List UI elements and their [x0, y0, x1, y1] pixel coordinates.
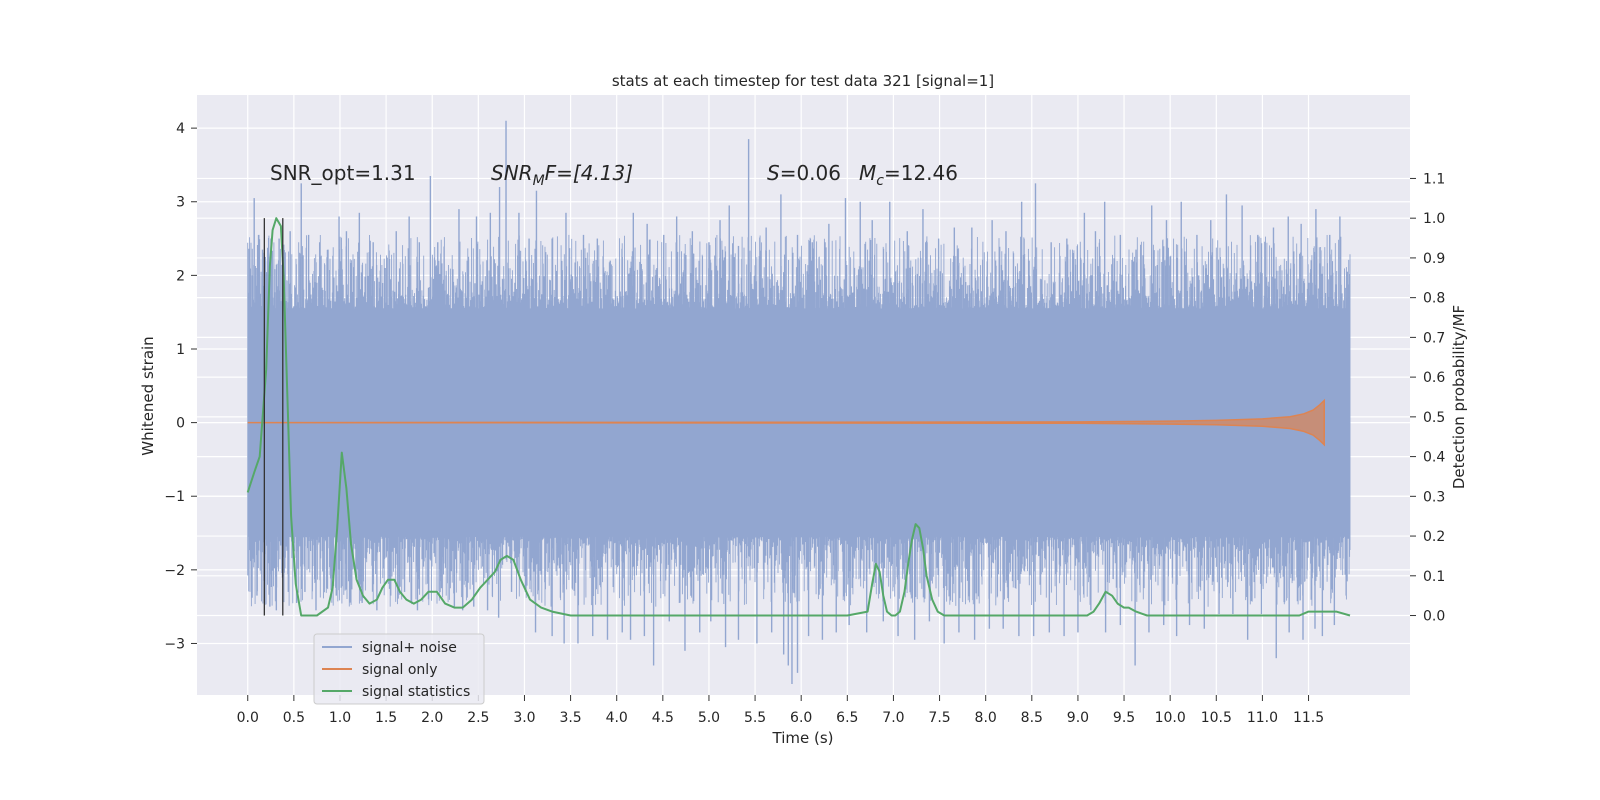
- statistics-line: [246, 217, 1351, 617]
- legend-label: signal+ noise: [362, 640, 457, 656]
- x-tick-label: 9.5: [1113, 710, 1135, 726]
- annotation-mc-var: M: [859, 161, 876, 185]
- plot-area: [197, 95, 1410, 695]
- y2-tick-label: 0.1: [1423, 569, 1445, 585]
- legend: signal+ noise signal only signal statistic…: [313, 633, 485, 705]
- y2-tick-label: 0.7: [1423, 330, 1445, 346]
- y-tick-label: 4: [176, 121, 185, 137]
- legend-label: signal only: [362, 662, 437, 678]
- x-tick-label: 1.5: [375, 710, 397, 726]
- annotation-s-value: =0.06: [780, 161, 841, 185]
- y-tick-label: 3: [176, 195, 185, 211]
- y2-tick-label: 0.4: [1423, 450, 1445, 466]
- x-tick-label: 2.0: [421, 710, 443, 726]
- x-tick-label: 7.5: [928, 710, 950, 726]
- x-tick-label: 6.5: [836, 710, 858, 726]
- annotation-mc-sub: c: [876, 173, 884, 189]
- y2-tick-label: 0.3: [1423, 489, 1445, 505]
- annotation-mc-value: =12.46: [884, 161, 958, 185]
- annotation-mc: Mc=12.46: [859, 161, 958, 189]
- y-axis: 4 3 2 1 0 −1 −2 −3: [164, 121, 197, 652]
- x-tick-label: 4.0: [606, 710, 628, 726]
- y-axis-label: Whitened strain: [139, 336, 157, 455]
- y2-tick-label: 0.6: [1423, 370, 1445, 386]
- y2-axis-label: Detection probability/MF: [1450, 305, 1468, 489]
- annotation-snr-mf: SNRMF=[4.13]: [491, 161, 633, 189]
- y2-tick-label: 1.0: [1423, 211, 1445, 227]
- chart-title: stats at each timestep for test data 321…: [612, 72, 994, 90]
- y2-tick-label: 0.5: [1423, 410, 1445, 426]
- x-tick-label: 0.0: [237, 710, 259, 726]
- x-tick-label: 3.0: [513, 710, 535, 726]
- annotation-snr-mf-var: SNR: [491, 161, 533, 185]
- x-tick-label: 0.5: [283, 710, 305, 726]
- annotation-snr-mf-value: F=[4.13]: [545, 161, 633, 185]
- y2-tick-label: 0.9: [1423, 251, 1445, 267]
- x-tick-label: 5.0: [698, 710, 720, 726]
- x-tick-label: 10.5: [1201, 710, 1232, 726]
- annotation-snr-mf-sub: M: [533, 173, 545, 189]
- x-tick-label: 8.0: [975, 710, 997, 726]
- x-tick-label: 11.0: [1247, 710, 1278, 726]
- x-tick-label: 5.5: [744, 710, 766, 726]
- legend-box: [313, 633, 485, 705]
- x-axis-label: Time (s): [772, 729, 834, 747]
- y-tick-label: −1: [164, 489, 185, 505]
- annotation-s: S=0.06: [767, 161, 841, 185]
- vertical-markers: [263, 218, 284, 616]
- x-tick-label: 3.5: [559, 710, 581, 726]
- x-tick-label: 8.5: [1021, 710, 1043, 726]
- x-tick-label: 11.5: [1293, 710, 1324, 726]
- x-tick-label: 10.0: [1155, 710, 1186, 726]
- noise-trace: [247, 234, 1351, 607]
- signal-statistics-series: [246, 217, 1351, 617]
- y-tick-label: −3: [164, 636, 185, 652]
- annotations: SNR_opt=1.31 SNRMF=[4.13] S=0.06 Mc=12.4…: [270, 161, 958, 189]
- x-tick-label: 7.0: [882, 710, 904, 726]
- y2-tick-label: 0.8: [1423, 291, 1445, 307]
- y-tick-label: 0: [176, 416, 185, 432]
- y2-tick-label: 0.0: [1423, 609, 1445, 625]
- y2-tick-label: 1.1: [1423, 171, 1445, 187]
- y2-axis: 1.1 1.0 0.9 0.8 0.7 0.6 0.5 0.4 0.3 0.2 0.1 0.0: [1410, 171, 1445, 625]
- y-tick-label: −2: [164, 563, 185, 579]
- signal-only-series: [247, 398, 1325, 447]
- x-tick-label: 6.0: [790, 710, 812, 726]
- x-tick-label: 9.0: [1067, 710, 1089, 726]
- annotation-snr-opt: SNR_opt=1.31: [270, 161, 416, 185]
- legend-label: signal statistics: [362, 684, 470, 700]
- y2-tick-label: 0.2: [1423, 529, 1445, 545]
- annotation-s-var: S: [767, 161, 780, 185]
- x-tick-label: 2.5: [467, 710, 489, 726]
- x-tick-label: 1.0: [329, 710, 351, 726]
- x-axis: 0.0 0.5 1.0 1.5 2.0 2.5 3.0 3.5 4.0 4.5 5.0 5.5 6.0 6…: [237, 695, 1324, 726]
- y-tick-label: 2: [176, 268, 185, 284]
- x-tick-label: 4.5: [652, 710, 674, 726]
- y-tick-label: 1: [176, 342, 185, 358]
